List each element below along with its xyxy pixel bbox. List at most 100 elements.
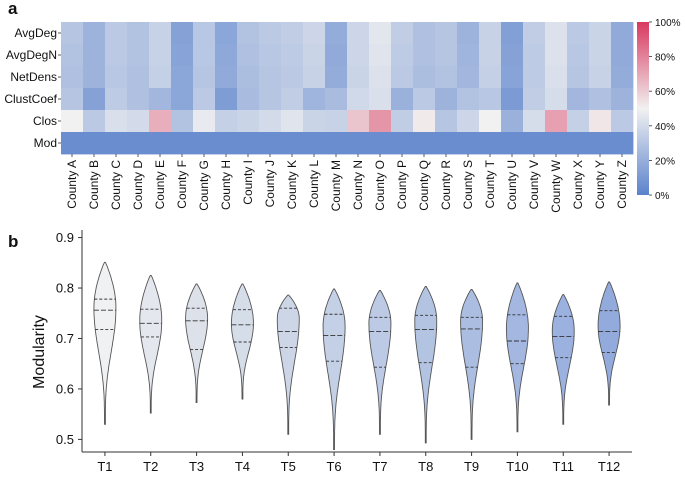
x-tick-label: T4 — [235, 459, 250, 474]
heatmap-cell — [457, 110, 480, 133]
heatmap-cell — [567, 22, 590, 45]
heatmap-cell — [215, 110, 238, 133]
heatmap-cell — [127, 44, 150, 67]
heatmap-cell — [149, 110, 172, 133]
heatmap-cell — [83, 88, 106, 111]
heatmap-cell — [171, 110, 194, 133]
panel-a-label: a — [8, 0, 18, 18]
heatmap-cell — [127, 22, 150, 45]
heatmap-cell — [193, 66, 216, 89]
heatmap-cell — [105, 66, 128, 89]
y-tick-label: 0.6 — [56, 381, 74, 396]
heatmap-cell — [567, 88, 590, 111]
heatmap-cell — [523, 132, 546, 155]
heatmap-cell — [545, 110, 568, 133]
heatmap-cell — [171, 132, 194, 155]
heatmap-cell — [347, 132, 370, 155]
heatmap-cell — [325, 132, 348, 155]
heatmap-cell — [479, 22, 502, 45]
heatmap-col-label: County O — [373, 160, 387, 211]
heatmap-col-label: County S — [461, 160, 475, 209]
heatmap-cell — [347, 44, 370, 67]
heatmap-cell — [523, 44, 546, 67]
heatmap-cell — [523, 66, 546, 89]
heatmap-cell — [127, 88, 150, 111]
heatmap-cell — [325, 88, 348, 111]
heatmap-cell — [369, 22, 392, 45]
heatmap-cell — [193, 110, 216, 133]
heatmap-cell — [589, 44, 612, 67]
heatmap-cell — [523, 110, 546, 133]
heatmap-cell — [105, 110, 128, 133]
heatmap-cell — [545, 22, 568, 45]
x-tick-label: T2 — [143, 459, 158, 474]
heatmap-col-label: County T — [483, 159, 497, 208]
heatmap-cell — [611, 88, 634, 111]
heatmap-cell — [105, 44, 128, 67]
colorbar-gradient — [637, 22, 649, 195]
heatmap-col-label: County P — [395, 160, 409, 209]
heatmap-col-label: County E — [153, 160, 167, 209]
y-tick-label: 0.7 — [56, 331, 74, 346]
heatmap-cell — [567, 66, 590, 89]
heatmap-cell — [435, 22, 458, 45]
heatmap-cell — [149, 88, 172, 111]
heatmap-cell — [479, 88, 502, 111]
y-axis-title: Modularity — [31, 315, 48, 389]
heatmap-cell — [127, 132, 150, 155]
heatmap-cell — [281, 88, 304, 111]
heatmap-cell — [567, 132, 590, 155]
heatmap-cell — [611, 132, 634, 155]
x-tick-label: T12 — [598, 459, 620, 474]
heatmap-col-label: County N — [351, 160, 365, 210]
x-tick-label: T10 — [506, 459, 528, 474]
heatmap-col-label: County M — [329, 160, 343, 211]
heatmap-col-label: County F — [175, 160, 189, 209]
heatmap-cell — [589, 66, 612, 89]
heatmap: AvgDeg AvgDegN NetDens ClustCoef Clos Mod Coun… — [4, 22, 634, 213]
heatmap-cell — [281, 22, 304, 45]
heatmap-cell — [281, 66, 304, 89]
heatmap-cell — [611, 110, 634, 133]
x-tick-label: T5 — [281, 459, 296, 474]
heatmap-col-label: County C — [109, 160, 123, 210]
heatmap-cell — [611, 22, 634, 45]
heatmap-cell — [435, 110, 458, 133]
heatmap-cell — [567, 110, 590, 133]
violin-body — [414, 286, 438, 444]
heatmap-cell — [171, 44, 194, 67]
heatmap-cell — [303, 110, 326, 133]
heatmap-cell — [435, 66, 458, 89]
heatmap-cell — [83, 110, 106, 133]
heatmap-cell — [83, 132, 106, 155]
heatmap-cell — [127, 66, 150, 89]
heatmap-cell — [435, 88, 458, 111]
heatmap-cell — [303, 132, 326, 155]
heatmap-cell — [391, 66, 414, 89]
violin-body — [185, 283, 209, 404]
heatmap-cell — [215, 22, 238, 45]
violin-body — [551, 294, 575, 425]
heatmap-cell — [259, 22, 282, 45]
violin-body — [230, 283, 254, 400]
heatmap-cell — [589, 22, 612, 45]
heatmap-cell — [281, 110, 304, 133]
heatmap-col-label: County L — [307, 160, 321, 208]
colorbar-tick-label: 20% — [655, 156, 675, 167]
heatmap-cell — [259, 110, 282, 133]
x-tick-label: T6 — [326, 459, 341, 474]
colorbar-tick-label: 60% — [655, 87, 675, 98]
heatmap-cell — [171, 88, 194, 111]
heatmap-cell — [413, 22, 436, 45]
heatmap-cell — [369, 132, 392, 155]
heatmap-cell — [215, 66, 238, 89]
heatmap-cell — [105, 88, 128, 111]
heatmap-cell — [457, 66, 480, 89]
heatmap-cell — [413, 132, 436, 155]
heatmap-cell — [457, 88, 480, 111]
panel-b-label: b — [8, 232, 18, 251]
heatmap-cell — [435, 132, 458, 155]
heatmap-cell — [369, 44, 392, 67]
heatmap-cell — [589, 132, 612, 155]
